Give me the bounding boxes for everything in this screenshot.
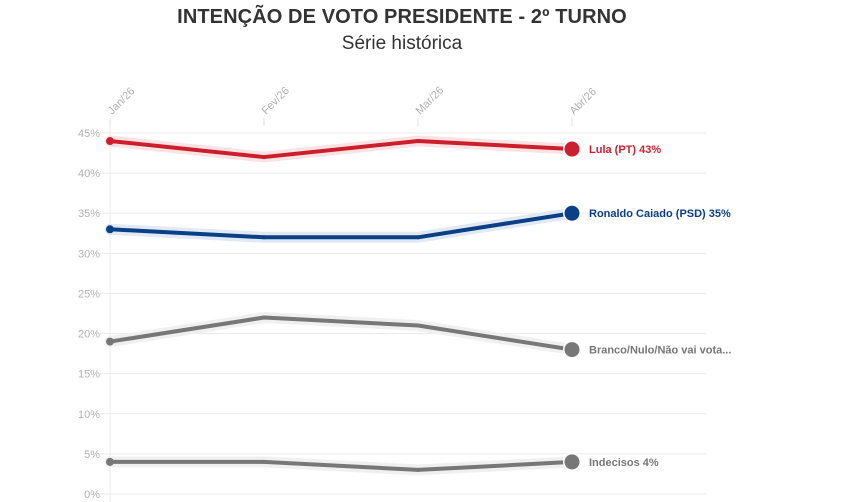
y-tick-label: 45% [78,128,100,140]
series-line [110,459,573,472]
chart-subtitle: Série histórica [341,33,463,54]
y-tick-label: 30% [78,248,100,260]
y-tick-label: 40% [78,168,100,180]
series-label: Branco/Nulo/Não vai vota... [589,345,731,357]
series-2: Branco/Nulo/Não vai vota... [104,312,731,359]
y-tick-label: 25% [78,288,100,300]
chart-title: INTENÇÃO DE VOTO PRESIDENTE - 2º TURNO [177,6,627,28]
gridlines [100,118,706,502]
series-0: Lula (PT) 43% [104,135,661,163]
x-tick-label: Mar/26 [414,84,447,117]
end-point [564,454,580,470]
end-point [564,342,580,358]
y-tick-label: 20% [78,329,100,341]
series-label: Ronaldo Caiado (PSD) 35% [589,208,731,220]
data-point [262,155,266,160]
data-point [106,137,114,146]
series-line [109,315,573,352]
data-point [416,139,420,144]
y-axis: 0% 5% 10% 15% 20% 25% 30% 35% 40% 45% [78,128,100,501]
x-tick-label: Fev/26 [260,85,292,117]
y-tick-label: 15% [78,369,100,381]
series-group: Lula (PT) 43% Ronaldo Caiado (PSD) 35% Bra… [104,135,731,476]
y-tick-label: 5% [84,449,100,461]
y-tick-label: 35% [78,208,100,220]
x-axis: Jan/26 Fev/26 Mar/26 Abr/26 [106,84,599,126]
data-point [416,467,420,472]
x-tick-label: Jan/26 [106,85,138,117]
data-point [106,337,114,346]
data-point [106,225,114,234]
series-line [109,211,573,240]
series-1: Ronaldo Caiado (PSD) 35% [104,204,731,243]
end-point [564,141,580,157]
x-tick-label: Abr/26 [568,86,599,117]
series-label: Indecisos 4% [589,457,659,469]
data-point [416,323,420,328]
y-tick-label: 10% [78,409,100,421]
y-tick-label: 0% [84,489,100,501]
end-point [564,205,580,221]
series-3: Indecisos 4% [104,452,659,476]
data-point [262,235,266,240]
series-line [109,139,573,160]
data-point [416,235,420,240]
data-point [262,315,266,320]
series-label: Lula (PT) 43% [589,144,661,156]
data-point [106,457,114,466]
data-point [262,459,266,464]
